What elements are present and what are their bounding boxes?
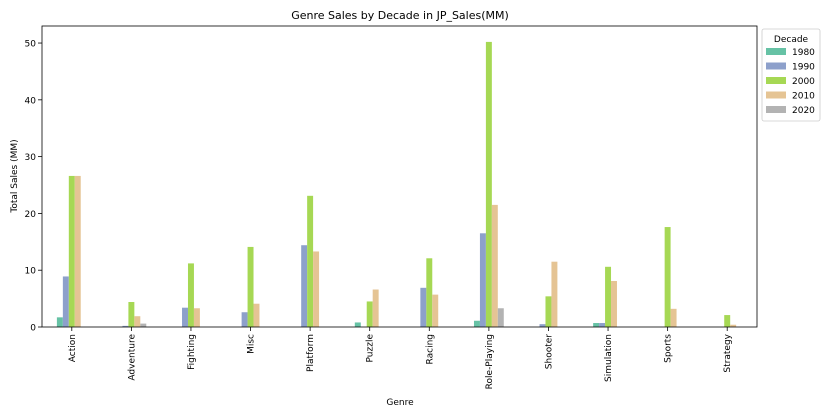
bar-strategy-2000 [724,315,731,327]
y-tick-label: 30 [25,153,37,163]
bars-group [56,41,737,327]
x-tick-label: Adventure [127,334,137,381]
bar-fighting-1990 [182,307,188,327]
bar-simulation-1980 [593,323,600,327]
bar-shooter-2000 [545,296,552,327]
bar-adventure-2020 [140,323,147,327]
bar-simulation-2000 [605,266,612,327]
y-tick-label: 40 [25,96,37,106]
bar-action-2010 [74,175,81,327]
y-tick-label: 0 [30,324,36,334]
bar-shooter-2010 [551,261,558,327]
x-tick-label: Racing [425,334,435,364]
bar-racing-2000 [426,258,433,327]
bar-puzzle-2000 [366,301,373,327]
x-tick-label: Action [68,334,78,362]
bar-misc-2000 [247,246,254,327]
bar-role-playing-1980 [473,320,480,327]
x-tick-label: Sports [664,334,674,363]
bar-adventure-1990 [122,325,129,327]
legend-label-1980: 1980 [792,48,815,58]
legend-items: 1980 1990 2000 2010 2020 [766,48,815,116]
legend-label-1990: 1990 [792,63,815,73]
y-tick-label: 20 [25,210,37,220]
legend-swatch-2010 [766,91,786,99]
x-tick-label: Puzzle [366,334,376,363]
bar-simulation-1990 [599,323,606,327]
bar-simulation-2010 [611,280,617,327]
bar-role-playing-2010 [491,204,498,327]
bar-strategy-2010 [730,324,737,327]
x-tick-label: Platform [306,334,316,372]
bar-racing-2010 [432,294,439,327]
bar-platform-1990 [301,245,308,327]
y-axis-ticks: 0 10 20 30 40 50 [25,40,42,334]
bar-misc-1990 [241,312,248,327]
x-tick-label: Simulation [604,334,614,382]
legend: Decade 1980 1990 2000 2010 2020 [761,28,821,122]
x-axis-label: Genre [386,398,414,408]
bar-fighting-2010 [193,308,200,327]
bar-role-playing-2020 [497,308,504,327]
bar-action-1980 [56,317,63,327]
legend-swatch-2020 [766,106,786,113]
bar-adventure-2000 [128,302,135,327]
legend-label-2010: 2010 [792,92,815,102]
bar-sports-2000 [664,227,671,327]
x-tick-label: Fighting [187,334,197,370]
bar-adventure-2010 [134,316,141,327]
x-tick-label: Strategy [723,333,733,372]
bar-fighting-2000 [187,263,194,327]
legend-title: Decade [774,35,809,45]
bar-sports-2010 [670,308,677,327]
legend-swatch-2000 [766,77,786,84]
x-tick-label: Shooter [544,334,554,369]
legend-label-2000: 2000 [792,77,815,87]
y-tick-label: 10 [25,267,37,277]
bar-action-2000 [68,175,75,327]
bar-role-playing-2000 [485,41,492,327]
bar-racing-1990 [420,287,427,327]
x-tick-label: Misc [247,334,257,354]
bar-shooter-1990 [539,324,546,327]
bar-role-playing-1990 [479,233,486,327]
chart-title: Genre Sales by Decade in JP_Sales(MM) [291,9,509,22]
bar-misc-2010 [253,303,260,327]
bar-puzzle-2010 [372,289,379,327]
bar-platform-2010 [313,251,320,327]
y-axis-label: Total Sales (MM) [10,139,20,213]
bar-puzzle-1980 [354,322,361,327]
bar-platform-2000 [307,195,314,327]
y-tick-label: 50 [25,40,37,50]
plot-frame [41,25,758,328]
legend-swatch-1990 [766,62,786,70]
x-tick-label: Role-Playing [485,334,495,389]
legend-swatch-1980 [766,48,786,55]
legend-label-2020: 2020 [792,106,815,116]
bar-action-1990 [62,276,69,327]
x-axis-ticks: Action Adventure Fighting Misc Platform Puzzl… [68,327,733,389]
